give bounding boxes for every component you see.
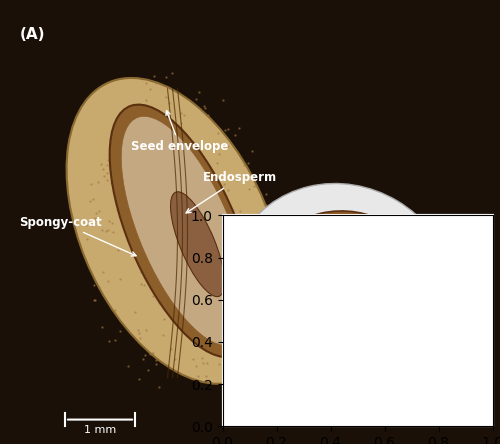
Text: 0.5 mm: 0.5 mm	[420, 414, 460, 424]
Bar	[222, 215, 492, 426]
Ellipse shape	[170, 192, 224, 297]
Ellipse shape	[110, 105, 256, 357]
Text: Embryo: Embryo	[264, 233, 332, 277]
Ellipse shape	[274, 229, 432, 386]
Ellipse shape	[226, 183, 458, 414]
Text: Seed envelope: Seed envelope	[132, 111, 228, 153]
Bar	[222, 215, 492, 426]
Ellipse shape	[255, 211, 440, 395]
Text: (A): (A)	[20, 27, 46, 42]
Ellipse shape	[122, 116, 248, 345]
Ellipse shape	[66, 78, 284, 384]
Text: B: B	[232, 224, 244, 239]
Text: 1 mm: 1 mm	[84, 425, 116, 435]
Text: Endosperm: Endosperm	[186, 171, 277, 213]
Ellipse shape	[332, 270, 382, 372]
Text: Spongy-coat: Spongy-coat	[18, 215, 136, 256]
Text: Endosperm
micropylary: Endosperm micropylary	[314, 266, 449, 318]
